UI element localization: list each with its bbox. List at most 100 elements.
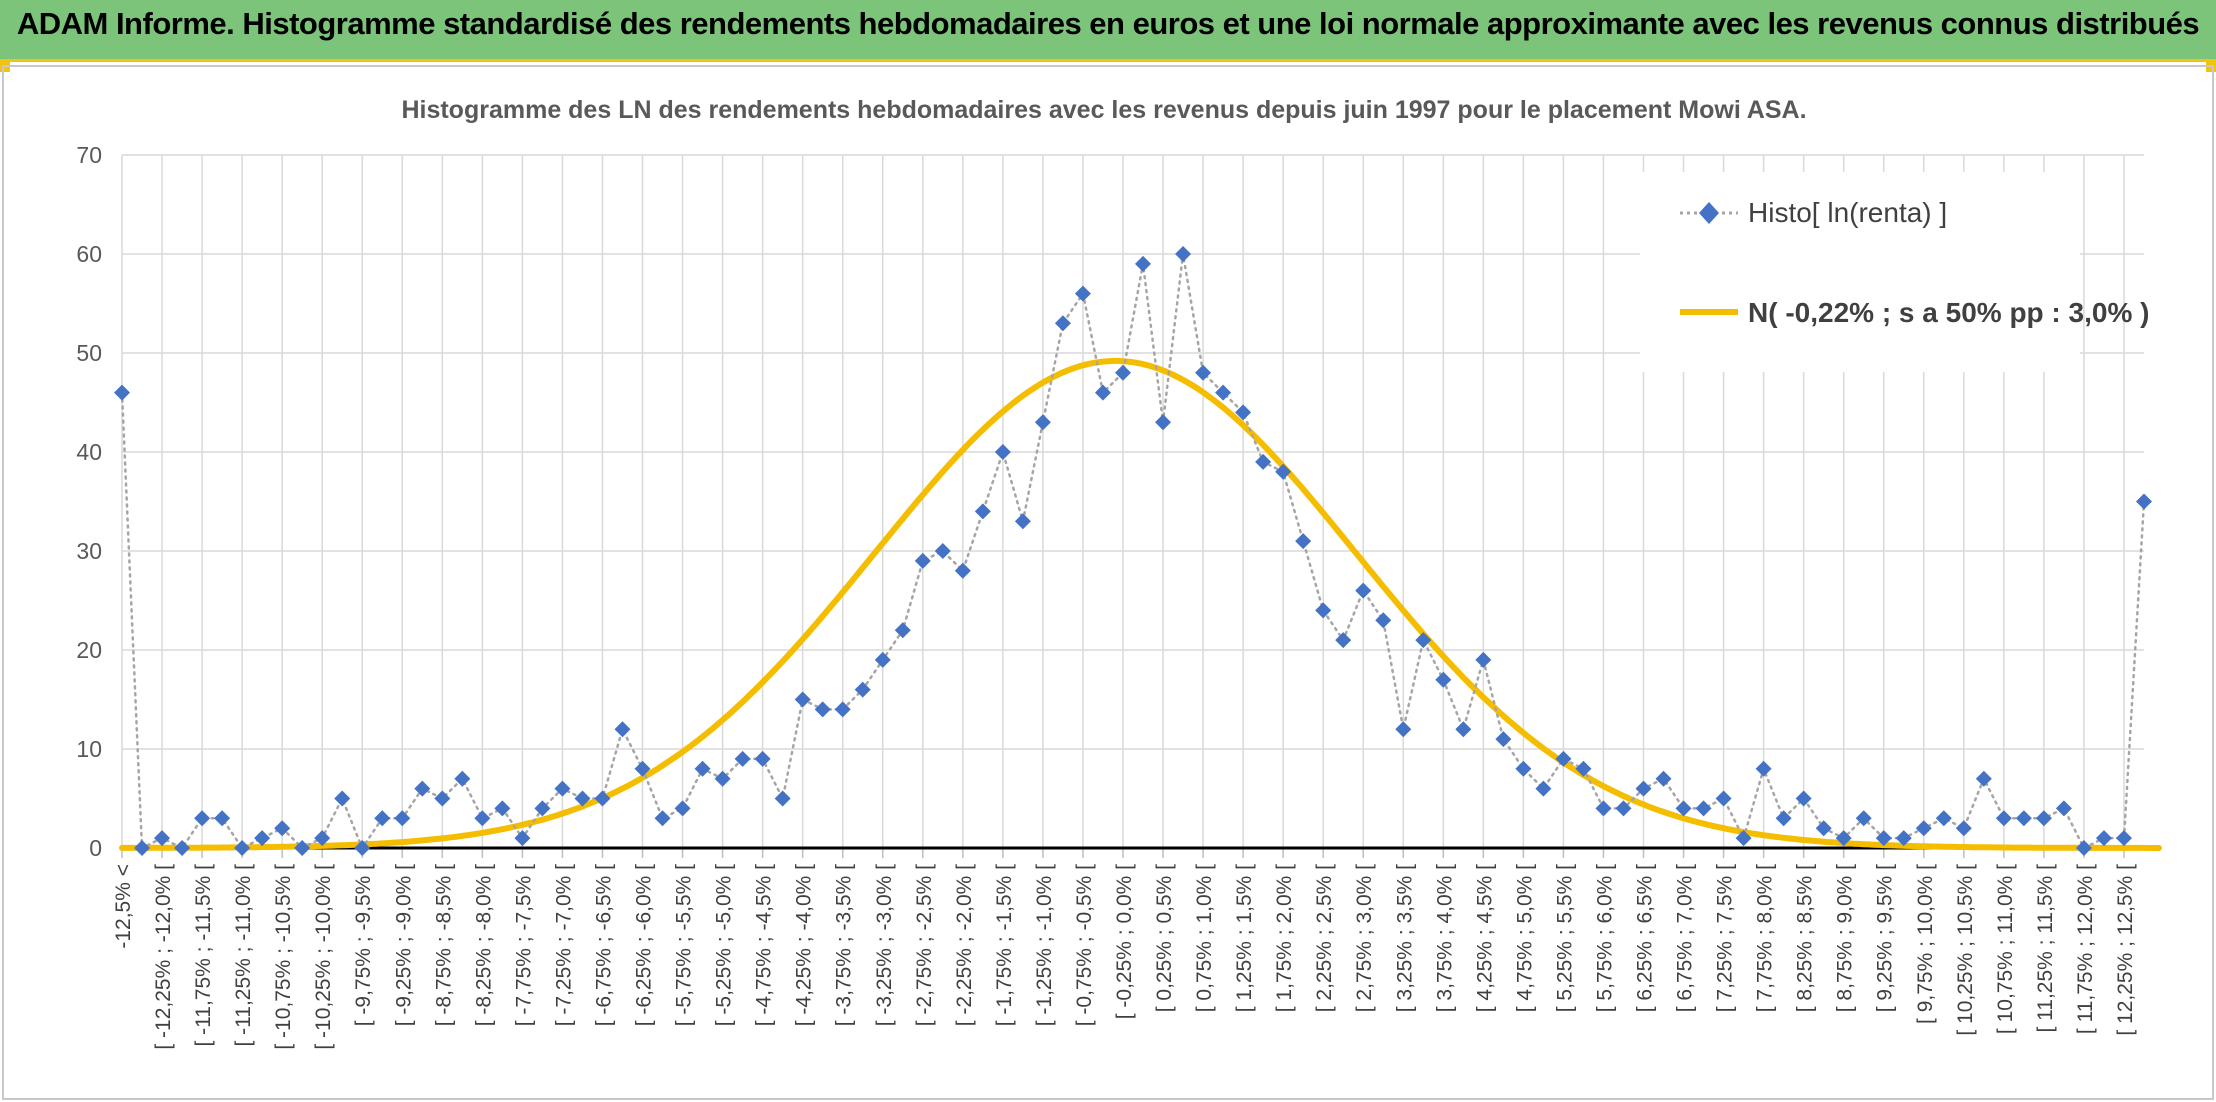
histogram-point [394,810,411,827]
histogram-point [2075,840,2092,856]
histogram-point [414,780,431,797]
histogram-point [1915,820,1932,837]
histogram-point [294,840,311,856]
histogram-point [1515,760,1532,777]
y-tick-label: 0 [89,835,102,861]
histogram-point [1895,830,1912,847]
histogram-point [2136,493,2152,510]
histogram-point [1695,800,1712,817]
x-tick-label: [ 11,25% ; 11,5% [ [2034,864,2057,1033]
histogram-point [1054,315,1071,332]
histogram-point [934,543,951,559]
x-tick-label: [ 4,25% ; 4,5% [ [1473,864,1496,1012]
x-tick-label: [ -2,75% ; -2,5% [ [913,864,936,1026]
histogram-point [2055,800,2072,817]
x-tick-label: [ -0,75% ; -0,5% [ [1073,864,1096,1026]
histogram-point [1995,810,2012,827]
x-tick-label: [ 3,75% ; 4,0% [ [1433,864,1456,1012]
histogram-point [1535,780,1552,797]
histogram-point [874,651,891,668]
y-tick-label: 50 [76,340,102,366]
histogram-point [1315,602,1332,619]
histogram-point [1815,820,1832,837]
x-tick-label: [ -0,25% ; 0,0% [ [1113,864,1136,1019]
histogram-point [754,750,771,767]
x-tick-label: [ -11,25% ; -11,0% [ [232,864,255,1047]
banner-corner-left [0,62,10,72]
histogram-point [1795,790,1812,807]
x-tick-label: [ 2,25% ; 2,5% [ [1313,864,1336,1012]
histogram-point [1034,414,1051,431]
y-tick-label: 10 [76,736,102,762]
x-tick-label: [ -10,75% ; -10,5% [ [272,864,295,1050]
histogram-point [1675,800,1692,817]
x-tick-label: [ -6,75% ; -6,5% [ [592,864,615,1026]
histogram-point [1355,582,1372,599]
legend-normal-label: N( -0,22% ; s a 50% pp : 3,0% ) [1748,297,2149,328]
x-tick-label: [ -12,25% ; -12,0% [ [152,864,175,1050]
histogram-point [694,760,711,777]
histogram-point [1575,760,1592,777]
histogram-point [1735,830,1752,847]
histogram-point [854,681,871,698]
histogram-point [954,562,971,579]
x-tick-label: [ -5,25% ; -5,0% [ [713,864,736,1026]
title-banner: ADAM Informe. Histogramme standardisé de… [0,0,2216,62]
x-tick-label: [ 2,75% ; 3,0% [ [1353,864,1376,1012]
x-tick-label: [ -6,25% ; -6,0% [ [633,864,656,1026]
report-title: ADAM Informe. Histogramme standardisé de… [16,6,2200,41]
normal-curve-line [119,357,2162,851]
legend-background [1640,172,2080,372]
x-tick-label: [ 8,25% ; 8,5% [ [1794,864,1817,1012]
histogram-point [1335,632,1352,649]
x-tick-label: [ -9,75% ; -9,5% [ [352,864,375,1026]
x-tick-label: [ 7,25% ; 7,5% [ [1714,864,1737,1012]
histogram-point [1455,721,1472,738]
y-tick-label: 60 [76,241,102,267]
x-tick-label: [ 3,25% ; 3,5% [ [1393,864,1416,1012]
x-tick-label: [ -11,75% ; -11,5% [ [192,864,215,1047]
x-tick-label: [ 5,75% ; 6,0% [ [1593,864,1616,1012]
y-tick-label: 20 [76,637,102,663]
histogram-point [1195,364,1212,381]
x-tick-label: [ -2,25% ; -2,0% [ [953,864,976,1026]
histogram-point [1114,364,1131,381]
x-tick-label: [ -8,25% ; -8,0% [ [472,864,495,1026]
histogram-point [1615,800,1632,817]
histogram-point [1555,750,1572,767]
x-tick-label: [ 10,25% ; 10,5% [ [1954,864,1977,1036]
histogram-point [714,770,731,787]
histogram-point [614,721,631,738]
histogram-point [154,830,171,847]
chart-frame [2,65,2214,1100]
x-tick-label: [ -8,75% ; -8,5% [ [432,864,455,1026]
histogram-point [1875,830,1892,847]
x-tick-label: [ 9,25% ; 9,5% [ [1874,864,1897,1012]
histogram-point [1255,453,1272,470]
histogram-point [1475,651,1492,668]
x-tick-label: [ -5,75% ; -5,5% [ [673,864,696,1026]
histogram-point [1495,731,1512,748]
legend-histo-marker [1699,202,1719,224]
legend-histo-label: Histo[ ln(renta) ] [1748,197,1947,228]
histogram-point [814,701,831,718]
histogram-point [1014,513,1031,530]
x-tick-label: [ 11,75% ; 12,0% [ [2074,864,2097,1034]
x-tick-label: [ 0,25% ; 0,5% [ [1153,864,1176,1012]
x-tick-label: [ -7,25% ; -7,0% [ [552,864,575,1026]
chart-title: Histogramme des LN des rendements hebdom… [401,96,1806,124]
histogram-point [494,800,511,817]
histogram-point [594,790,611,807]
histogram-point [1775,810,1792,827]
histogram-point [354,840,371,856]
histogram-point [974,503,991,520]
histogram-point [734,750,751,767]
x-tick-label: [ -3,25% ; -3,0% [ [873,864,896,1026]
histogram-point [574,790,591,807]
histogram-point [1755,760,1772,777]
histogram-point [1074,285,1091,302]
x-tick-label: [ -1,25% ; -1,0% [ [1033,864,1056,1026]
histogram-point [2115,830,2132,847]
histogram-point [1094,384,1111,401]
